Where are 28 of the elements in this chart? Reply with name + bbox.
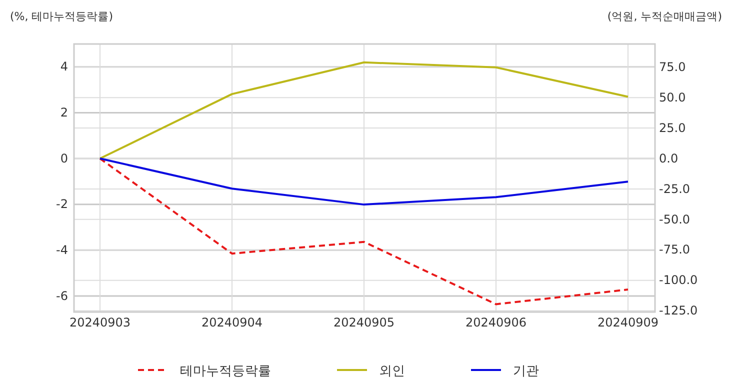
y-axis-title: (%, 테마누적등락률) [10, 10, 114, 23]
y2-axis-title: (억원, 누적순매매금액) [607, 10, 722, 23]
y2-tick-label: -25.0 [659, 182, 690, 196]
x-tick-label: 20240903 [69, 316, 131, 330]
y2-tick-label: 25.0 [659, 120, 686, 135]
y2-tick-label: 75.0 [659, 60, 686, 74]
y-tick-label: -6 [56, 288, 68, 303]
x-tick-label: 20240906 [465, 316, 527, 330]
y-tick-label: 4 [60, 60, 68, 74]
y2-tick-label: 0.0 [659, 151, 678, 166]
y-tick-label: 2 [60, 106, 68, 120]
legend-label: 외인 [379, 364, 405, 379]
y2-tick-label: 50.0 [659, 90, 686, 104]
line-series [99, 158, 629, 306]
x-tick-label: 20240905 [333, 316, 395, 330]
line-series [99, 158, 629, 206]
y-tick-label: 0 [60, 151, 68, 166]
x-tick-label: 20240904 [201, 316, 263, 330]
y2-tick-label: -100.0 [659, 273, 698, 288]
legend-label: 기관 [513, 364, 539, 379]
x-tick-label: 20240909 [597, 316, 659, 330]
y2-tick-label: -50.0 [659, 212, 690, 226]
legend-label: 테마누적등락률 [180, 364, 271, 379]
y2-tick-label: -75.0 [659, 242, 690, 257]
y2-tick-label: -125.0 [659, 304, 698, 318]
y-tick-label: -4 [56, 242, 68, 257]
y-tick-label: -2 [56, 197, 68, 212]
line-series [99, 61, 629, 160]
